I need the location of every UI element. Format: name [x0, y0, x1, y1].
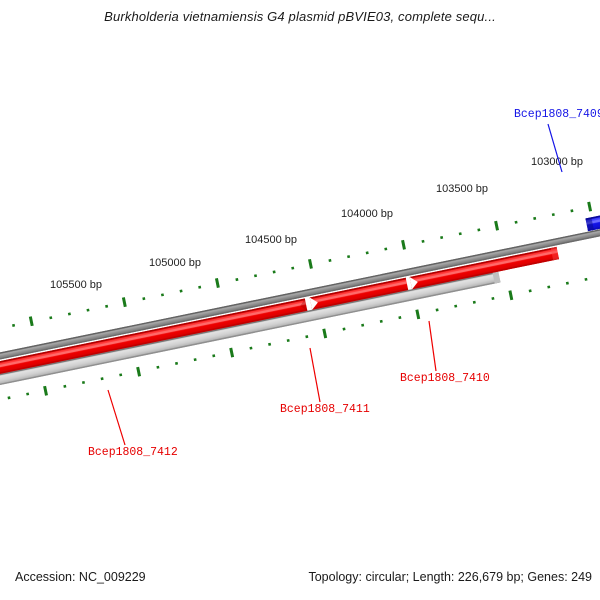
feature-label-bcep1808-7409[interactable]: Bcep1808_7409	[514, 108, 600, 121]
ruler-label: 105000 bp	[149, 257, 201, 269]
status-bar: Accession: NC_009229 Topology: circular;…	[0, 570, 600, 592]
ruler-label: 103000 bp	[531, 156, 583, 168]
page-title: Burkholderia vietnamiensis G4 plasmid pB…	[104, 9, 496, 24]
leader-line-bcep1808-7411	[309, 347, 321, 403]
gene-feature-bcep1808-7412[interactable]	[0, 298, 308, 389]
gene-feature-bcep1808-7409[interactable]	[585, 194, 600, 232]
ruler-ticks-lower	[7, 277, 588, 400]
feature-label-bcep1808-7412[interactable]: Bcep1808_7412	[88, 446, 178, 459]
ruler-ticks-upper	[12, 201, 593, 327]
ruler-label: 103500 bp	[436, 183, 488, 195]
reverse-strand-track[interactable]	[0, 271, 501, 395]
gene-feature-bcep1808-7410[interactable]	[409, 246, 560, 290]
forward-strand-track[interactable]	[0, 218, 600, 371]
accession-text: Accession: NC_009229	[15, 570, 146, 584]
gene-feature-bcep1808-7411[interactable]	[309, 277, 409, 310]
ruler-label: 105500 bp	[50, 279, 102, 291]
ruler-labels: 105500 bp 105000 bp 104500 bp 104000 bp …	[50, 156, 583, 291]
leader-line-bcep1808-7412	[107, 389, 126, 446]
genome-backbone-group	[0, 194, 600, 400]
feature-label-bcep1808-7411[interactable]: Bcep1808_7411	[280, 403, 370, 416]
leader-line-bcep1808-7410	[428, 320, 437, 372]
leader-line-bcep1808-7409	[547, 123, 563, 173]
feature-leader-lines	[107, 123, 563, 446]
genome-summary-text: Topology: circular; Length: 226,679 bp; …	[308, 570, 592, 584]
feature-label-bcep1808-7410[interactable]: Bcep1808_7410	[400, 372, 490, 385]
feature-labels: Bcep1808_7412 Bcep1808_7411 Bcep1808_741…	[88, 108, 600, 459]
ruler-label: 104500 bp	[245, 234, 297, 246]
ruler-label: 104000 bp	[341, 208, 393, 220]
